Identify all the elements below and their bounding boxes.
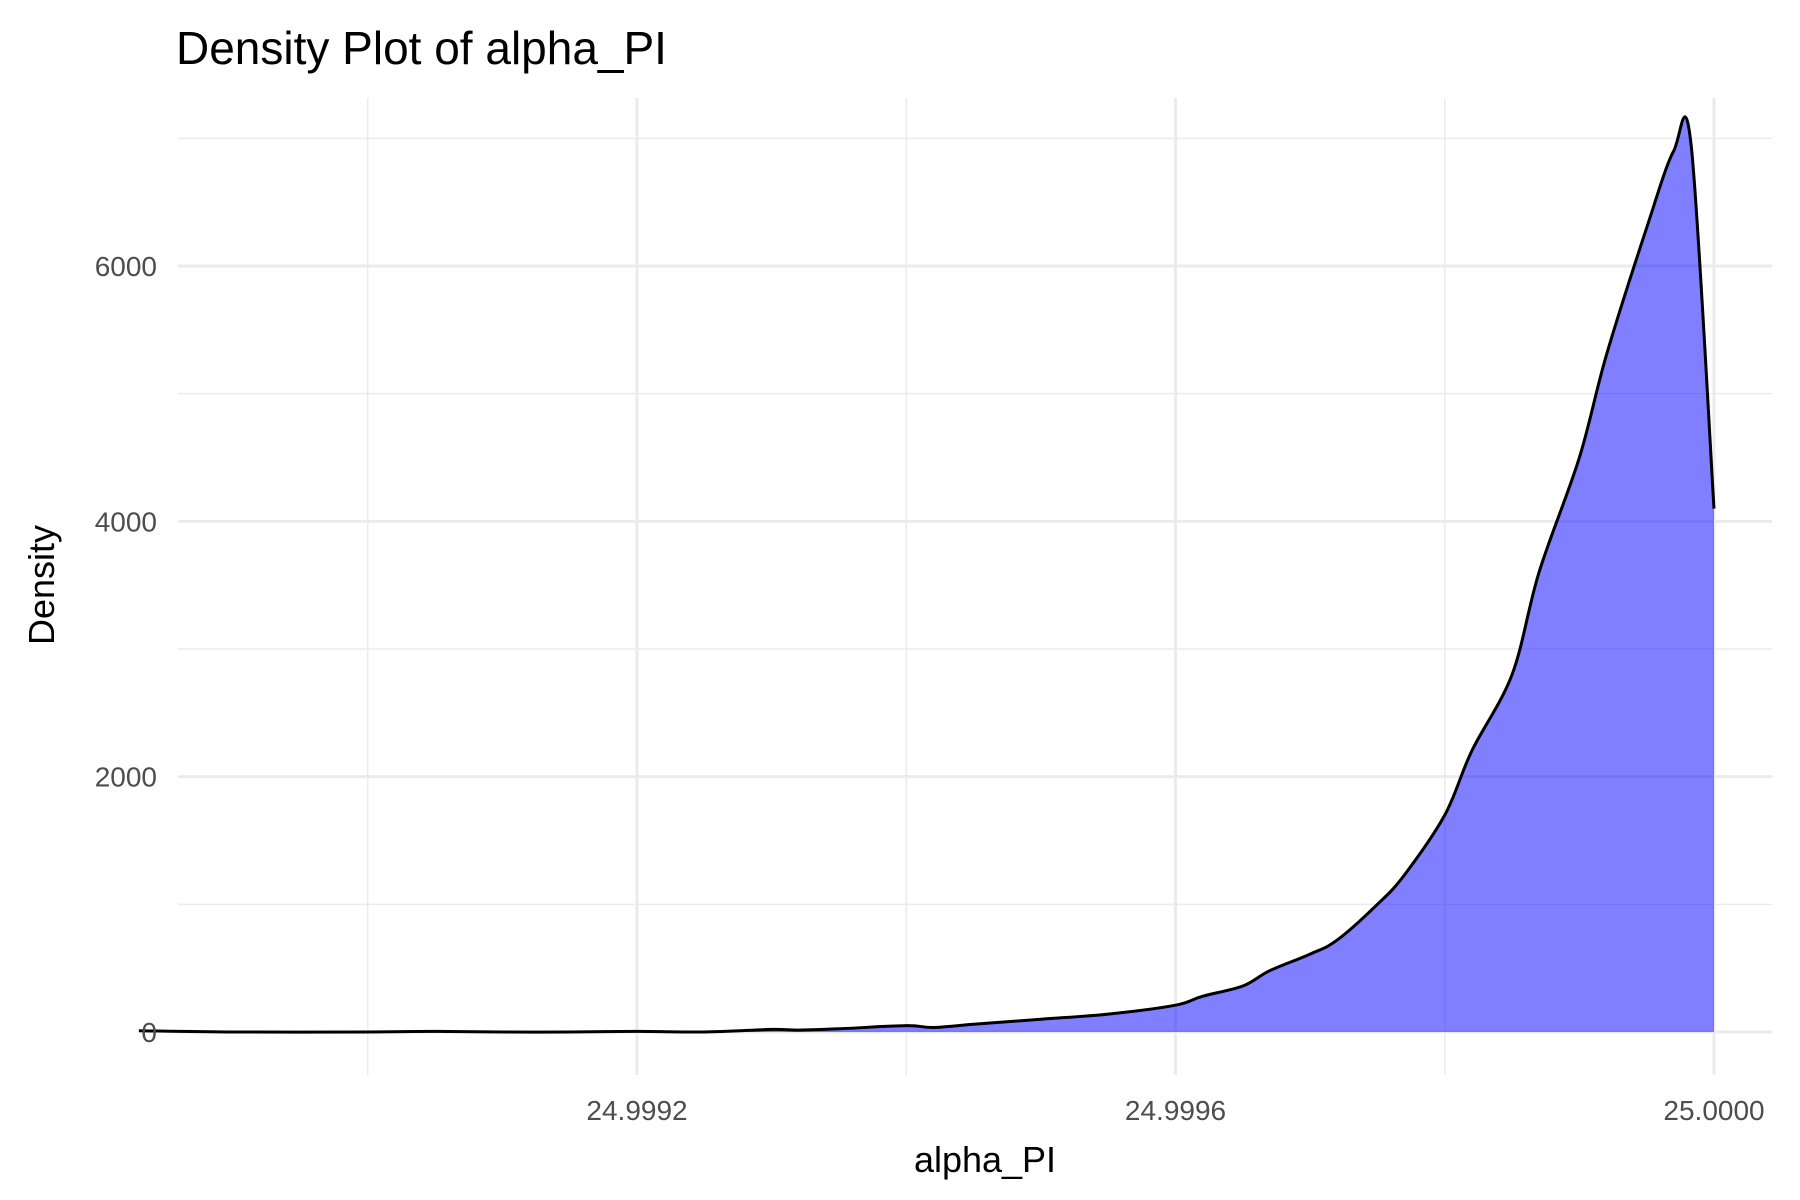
x-tick-label: 24.9992: [586, 1095, 687, 1126]
chart-title: Density Plot of alpha_PI: [176, 22, 667, 74]
density-curve: [138, 115, 1716, 1034]
y-tick-label: 2000: [95, 762, 157, 793]
y-axis-title: Density: [21, 525, 62, 645]
x-tick-label: 24.9996: [1125, 1095, 1226, 1126]
y-tick-labels: 0 2000 4000 6000: [95, 251, 157, 1048]
x-axis-title: alpha_PI: [914, 1139, 1056, 1180]
y-tick-label: 0: [141, 1017, 157, 1048]
y-tick-label: 6000: [95, 251, 157, 282]
x-tick-labels: 24.9992 24.9996 25.0000: [586, 1095, 1764, 1126]
x-tick-label: 25.0000: [1663, 1095, 1764, 1126]
density-area: [138, 116, 1714, 1033]
y-tick-label: 4000: [95, 506, 157, 537]
